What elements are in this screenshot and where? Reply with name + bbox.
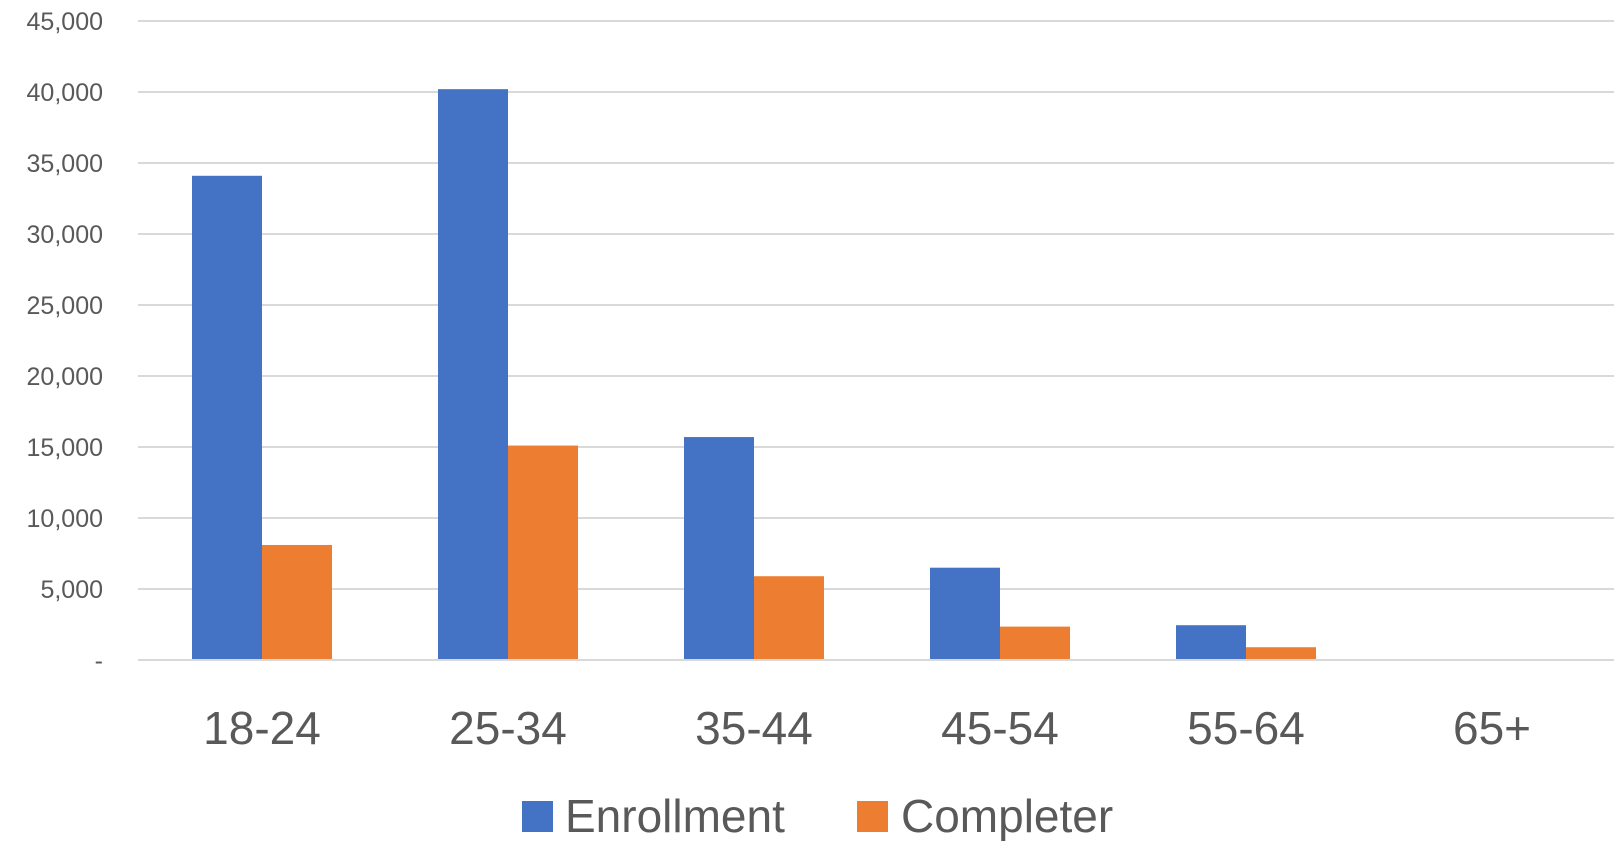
y-tick-label: 15,000 [27, 434, 103, 462]
bar-enrollment-45-54 [930, 567, 1000, 660]
bar-completer-35-44 [754, 576, 824, 660]
legend-swatch-enrollment [522, 801, 553, 832]
x-tick-label: 25-34 [449, 702, 567, 754]
y-tick-label: 5,000 [40, 576, 103, 604]
x-tick-label: 35-44 [695, 702, 813, 754]
bar-enrollment-55-64 [1176, 625, 1246, 660]
bar-completer-25-34 [508, 445, 578, 660]
bar-completer-18-24 [262, 544, 332, 660]
legend-swatch-completer [857, 801, 888, 832]
legend: Enrollment Completer [522, 790, 1113, 841]
legend-label-enrollment: Enrollment [565, 790, 785, 841]
y-tick-label: 10,000 [27, 505, 103, 533]
y-tick-label: - [95, 647, 103, 675]
x-tick-label: 18-24 [203, 702, 321, 754]
x-axis-tick-labels: 18-24 25-34 35-44 45-54 55-64 65+ [203, 702, 1531, 754]
y-tick-label: 40,000 [27, 79, 103, 107]
x-tick-label: 55-64 [1187, 702, 1305, 754]
y-tick-label: 45,000 [27, 8, 103, 36]
bar-enrollment-35-44 [684, 437, 754, 660]
x-tick-label: 65+ [1453, 702, 1531, 754]
gridlines [138, 20, 1614, 590]
y-tick-label: 35,000 [27, 150, 103, 178]
bar-completer-55-64 [1246, 647, 1316, 660]
y-axis-tick-labels: - 5,000 10,000 15,000 20,000 25,000 30,000 35,0… [27, 8, 103, 675]
bar-enrollment-18-24 [192, 175, 262, 660]
bar-completer-45-54 [1000, 626, 1070, 660]
y-tick-label: 20,000 [27, 363, 103, 391]
y-tick-label: 25,000 [27, 292, 103, 320]
legend-label-completer: Completer [901, 790, 1113, 841]
y-tick-label: 30,000 [27, 221, 103, 249]
x-tick-label: 45-54 [941, 702, 1059, 754]
bars [192, 89, 1316, 660]
bar-enrollment-25-34 [438, 89, 508, 660]
